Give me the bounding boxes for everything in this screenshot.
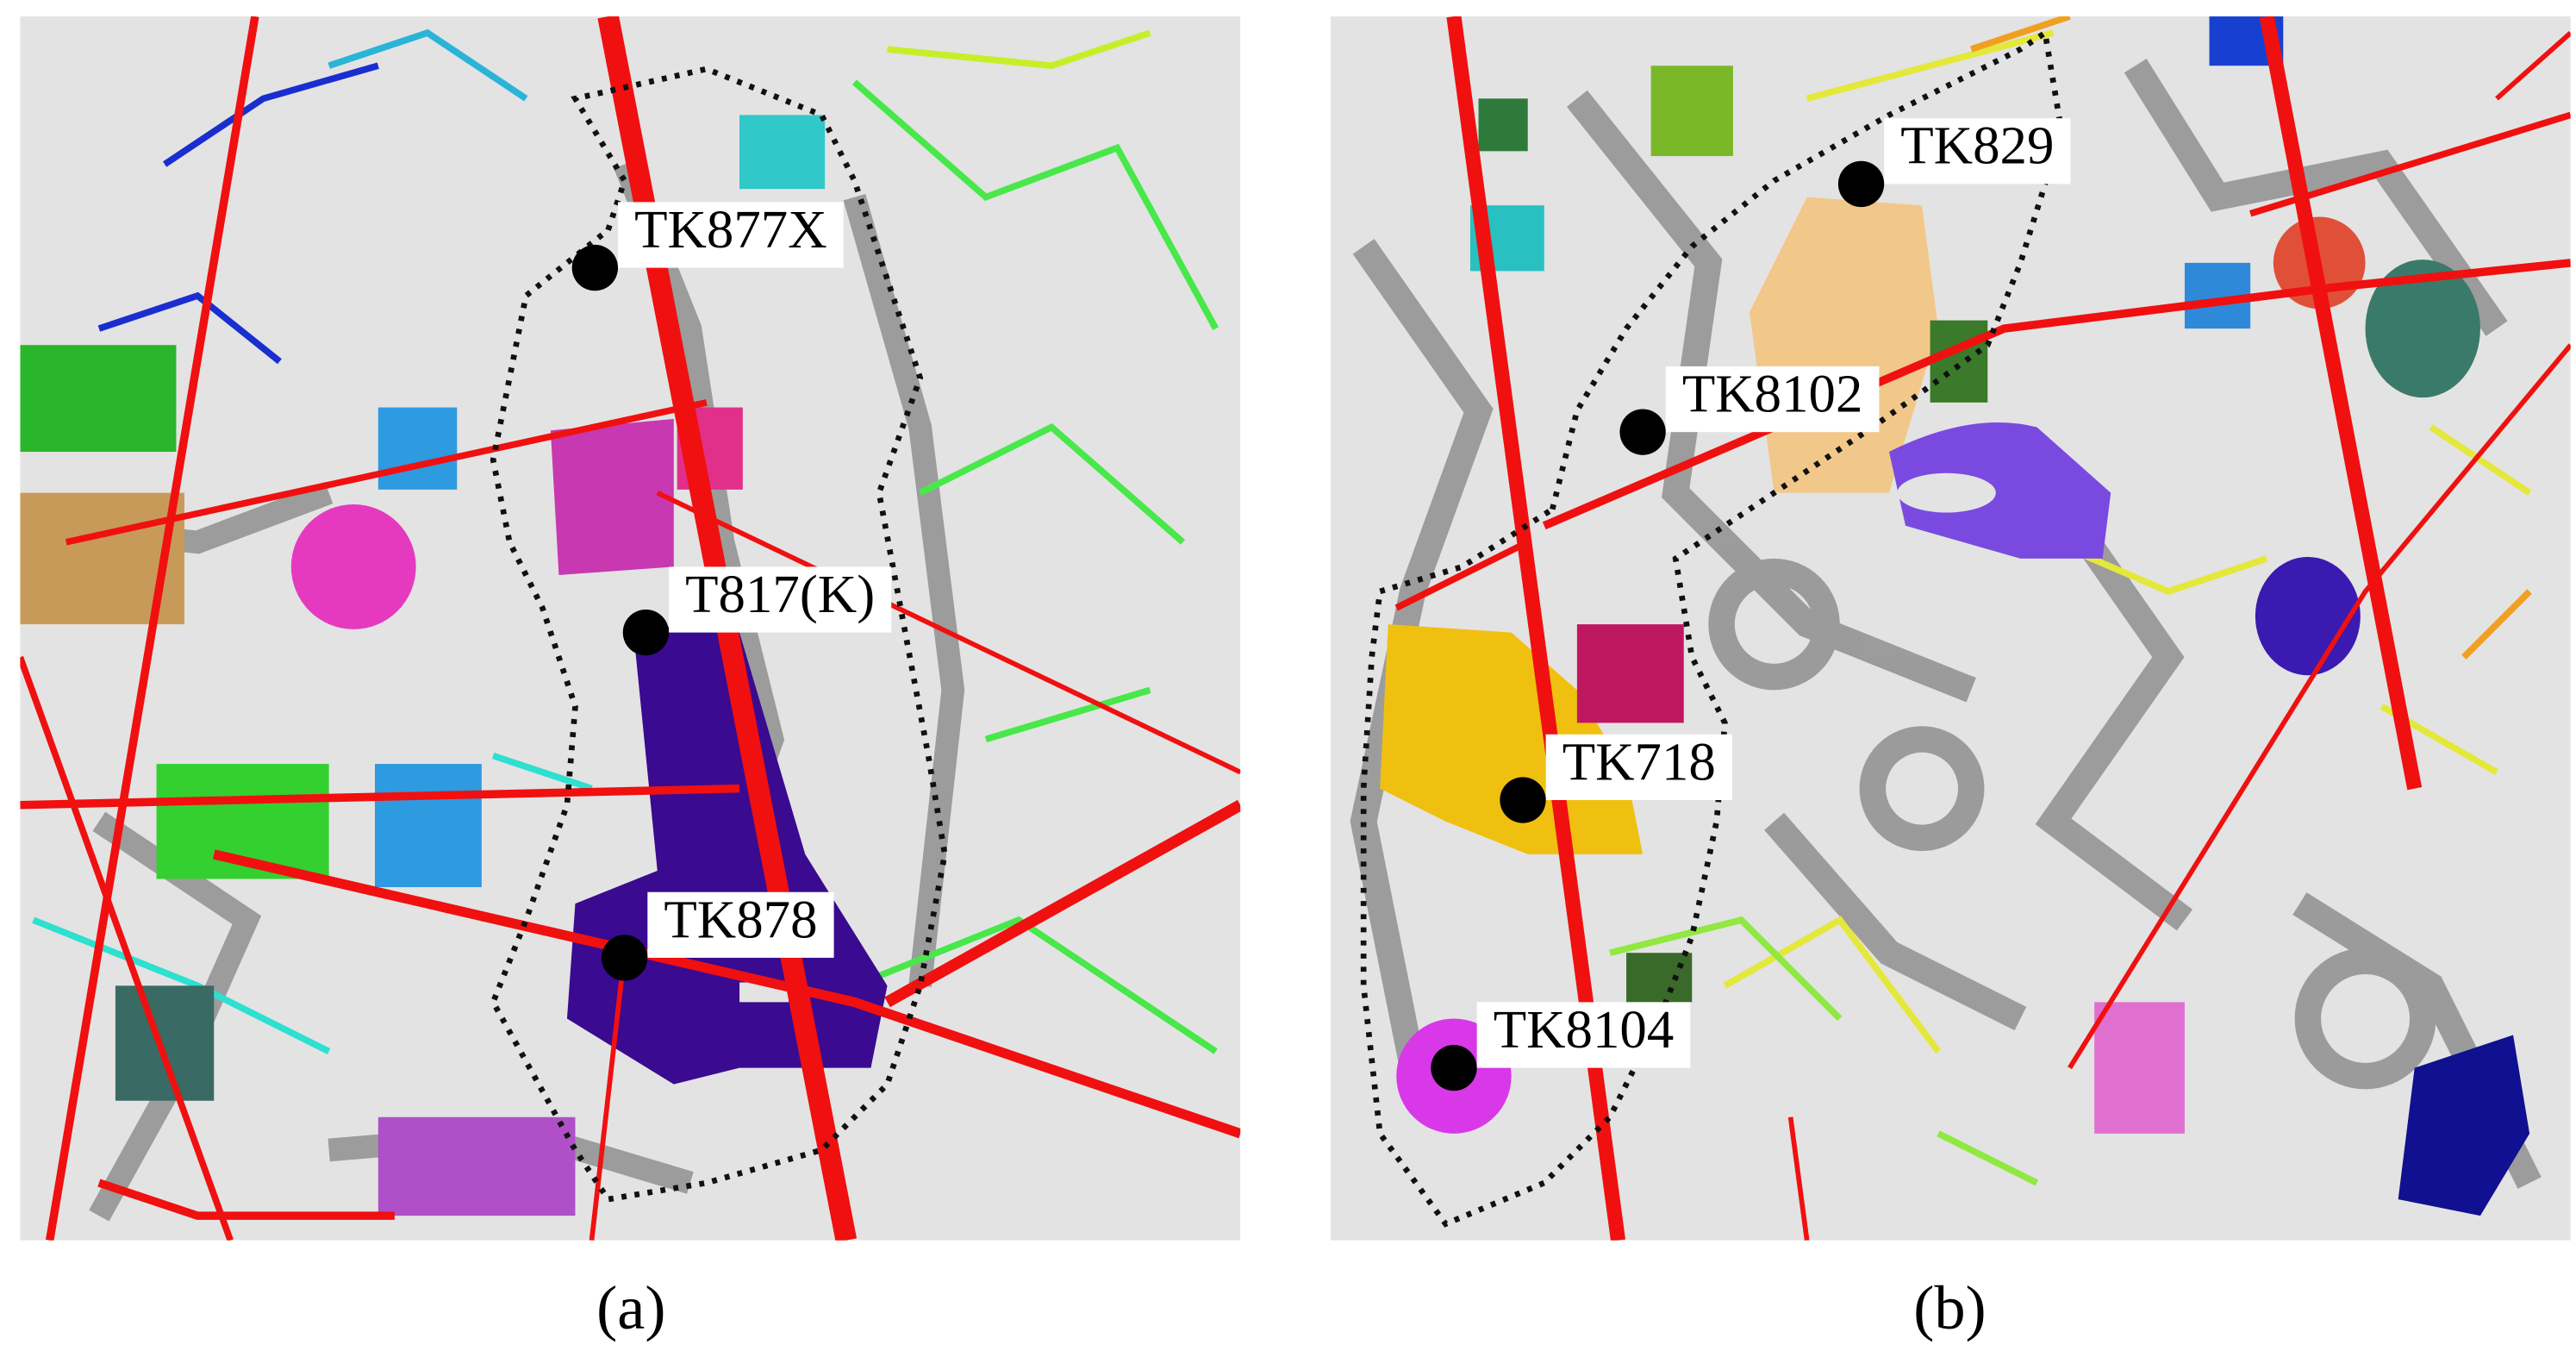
well-marker: TK8104 (1431, 999, 1691, 1091)
panel-caption: (b) (1913, 1273, 1986, 1342)
well-marker: TK878 (601, 889, 834, 981)
well-marker: TK877X (571, 199, 844, 291)
well-marker: TK8102 (1619, 363, 1880, 455)
well-dot (1619, 409, 1666, 455)
well-label: TK878 (664, 889, 817, 949)
well-label: T817(K) (685, 564, 875, 624)
well-label: TK8104 (1494, 999, 1675, 1060)
well-dot (1431, 1044, 1477, 1091)
well-layer: TK877X T817(K) TK878 TK829 TK8102 TK718 TK8104 (571, 116, 2071, 1091)
well-dot (622, 609, 670, 656)
well-label: TK718 (1562, 731, 1716, 791)
label-box (1665, 366, 1880, 433)
well-dot (1500, 777, 1546, 823)
well-label: TK877X (634, 199, 827, 260)
label-box (1476, 1002, 1691, 1068)
well-marker: TK829 (1837, 116, 2071, 208)
well-dot (1837, 160, 1885, 208)
well-label: TK829 (1900, 116, 2054, 176)
well-marker: TK718 (1500, 731, 1732, 823)
label-box (618, 202, 844, 268)
well-dot (571, 244, 619, 291)
panel-caption: (a) (596, 1273, 665, 1342)
label-box (1545, 734, 1732, 801)
label-box (669, 566, 892, 633)
well-marker: T817(K) (622, 564, 892, 656)
well-label: TK8102 (1682, 363, 1863, 423)
label-box (647, 891, 834, 958)
well-dot (601, 935, 648, 981)
label-box (1884, 118, 2071, 184)
